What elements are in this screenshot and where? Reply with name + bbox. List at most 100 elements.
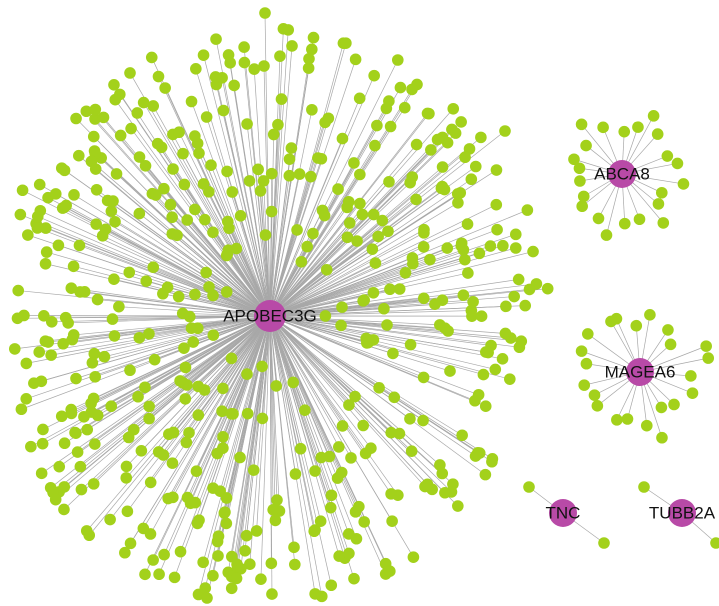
leaf-node	[105, 400, 118, 413]
leaf-node	[155, 141, 168, 154]
leaf-node	[582, 328, 594, 340]
edge	[81, 315, 271, 490]
edge	[269, 315, 350, 406]
leaf-node	[640, 419, 653, 432]
leaf-node	[143, 400, 155, 413]
edge	[130, 315, 271, 544]
leaf-node	[70, 112, 82, 125]
edge	[269, 315, 503, 360]
leaf-node	[217, 104, 230, 117]
leaf-node	[35, 375, 48, 388]
leaf-node	[340, 37, 352, 49]
edge	[179, 315, 271, 382]
edge	[269, 232, 425, 317]
edge	[269, 202, 459, 317]
edge	[269, 113, 428, 317]
edge	[152, 105, 271, 317]
leaf-node	[336, 132, 349, 145]
leaf-node	[527, 245, 539, 258]
leaf-node	[132, 390, 144, 403]
edge	[75, 315, 271, 379]
leaf-node	[217, 382, 229, 395]
leaf-node	[36, 437, 49, 450]
leaf-node	[108, 330, 121, 342]
leaf-node	[438, 183, 451, 196]
leaf-node	[349, 506, 362, 518]
leaf-node	[394, 81, 407, 94]
leaf-node	[519, 299, 532, 312]
edge	[71, 287, 271, 317]
leaf-node	[230, 572, 243, 585]
leaf-node	[114, 129, 127, 142]
edge	[55, 193, 271, 317]
edge	[202, 315, 271, 563]
leaf-node	[454, 187, 467, 199]
edge	[269, 315, 278, 501]
leaf-node	[661, 150, 674, 162]
edge	[269, 315, 316, 472]
leaf-node	[700, 340, 712, 352]
leaf-node	[143, 412, 155, 425]
leaf-node	[656, 431, 668, 444]
leaf-node	[96, 230, 109, 242]
hub-node	[549, 499, 577, 527]
edge	[116, 173, 271, 317]
leaf-node	[473, 247, 486, 260]
leaf-node	[496, 353, 509, 365]
leaf-node	[305, 170, 317, 183]
leaf-node	[45, 316, 58, 328]
leaf-node	[336, 301, 348, 313]
leaf-node	[455, 240, 468, 252]
edge	[20, 214, 271, 317]
edge	[246, 123, 271, 317]
edge	[269, 209, 528, 317]
edge	[80, 315, 271, 467]
leaf-node	[174, 375, 186, 387]
leaf-node	[108, 273, 120, 286]
leaf-node	[238, 56, 251, 69]
leaf-node	[173, 126, 185, 139]
leaf-node	[12, 284, 25, 297]
leaf-node	[509, 228, 522, 241]
leaf-node	[87, 130, 100, 143]
leaf-node	[143, 327, 155, 340]
edge	[71, 315, 271, 410]
leaf-node	[90, 183, 103, 196]
leaf-node	[486, 455, 498, 468]
labels: APOBEC3G ABCA8 MAGEA6 TNC TUBB2A	[223, 164, 715, 522]
leaf-node	[307, 227, 319, 240]
leaf-node	[332, 183, 344, 195]
leaf-node	[388, 391, 401, 404]
leaf-node	[345, 452, 357, 464]
leaf-node	[167, 426, 180, 439]
edge	[172, 168, 271, 317]
leaf-node	[88, 347, 101, 360]
edge	[269, 186, 443, 317]
leaf-node	[367, 286, 380, 299]
leaf-node	[210, 33, 222, 45]
leaf-node	[356, 208, 369, 221]
leaf-node	[120, 472, 133, 484]
leaf-node	[386, 515, 398, 527]
leaf-node	[484, 240, 497, 252]
leaf-node	[441, 242, 454, 254]
edge	[269, 315, 476, 457]
leaf-node	[591, 400, 604, 412]
leaf-node	[113, 300, 125, 313]
leaf-node	[391, 54, 404, 66]
leaf-node	[258, 60, 270, 72]
leaf-node	[8, 343, 21, 355]
leaf-node	[418, 227, 430, 239]
edge	[269, 315, 391, 572]
leaf-node	[168, 571, 181, 584]
leaf-node	[152, 446, 165, 458]
edge	[215, 76, 271, 317]
leaf-node	[178, 342, 190, 354]
leaf-node	[324, 501, 337, 514]
leaf-node	[578, 379, 591, 391]
leaf-node	[65, 403, 77, 416]
edge	[243, 47, 271, 317]
leaf-node	[120, 460, 133, 473]
leaf-node	[212, 550, 224, 562]
leaf-node	[417, 241, 430, 253]
